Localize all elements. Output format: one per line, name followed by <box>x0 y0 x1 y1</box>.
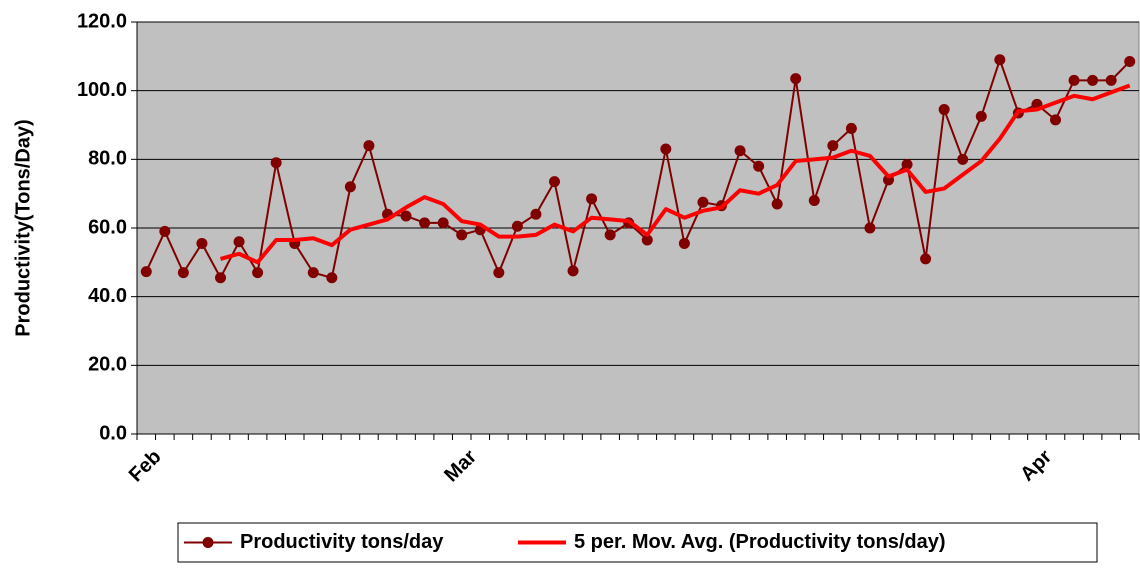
data-point <box>1105 74 1117 86</box>
data-point <box>196 237 208 249</box>
data-point <box>660 143 672 155</box>
data-point <box>1087 74 1099 86</box>
data-point <box>697 196 709 208</box>
data-point <box>493 267 505 279</box>
data-point <box>159 225 171 237</box>
data-point <box>252 267 264 279</box>
data-point <box>734 145 746 157</box>
data-line <box>145 58 1131 279</box>
data-point <box>456 229 468 241</box>
data-point <box>938 104 950 116</box>
y-tick-label: 100.0 <box>77 79 127 101</box>
moving-average-line <box>219 83 1131 265</box>
x-tick-label: Mar <box>440 446 481 487</box>
x-tick-label: Feb <box>125 446 166 487</box>
data-point <box>363 140 375 152</box>
data-point <box>920 253 932 265</box>
legend-label: 5 per. Mov. Avg. (Productivity tons/day) <box>574 531 946 553</box>
data-point <box>753 160 765 172</box>
data-point <box>549 176 560 188</box>
data-point <box>1050 114 1061 126</box>
data-point <box>790 73 802 85</box>
y-tick-label: 60.0 <box>88 216 127 238</box>
data-point <box>1068 74 1080 86</box>
data-point <box>901 158 913 170</box>
y-tick-label: 120.0 <box>77 10 127 32</box>
data-point <box>586 193 598 205</box>
data-point <box>437 217 449 229</box>
x-tick-label: Apr <box>1016 446 1056 486</box>
legend-box <box>177 522 1098 563</box>
y-axis-label: Productivity(Tons/Day) <box>12 119 34 336</box>
data-point <box>177 267 189 279</box>
data-point <box>845 122 857 134</box>
data-point <box>975 110 987 122</box>
data-point <box>419 217 431 229</box>
data-point <box>864 222 876 234</box>
legend-label: Productivity tons/day <box>240 531 444 553</box>
data-point <box>326 272 338 284</box>
data-point <box>994 54 1006 66</box>
data-point <box>215 272 226 284</box>
data-point <box>270 157 282 169</box>
data-point <box>1124 55 1136 67</box>
legend-marker <box>202 537 214 548</box>
data-point <box>140 266 152 278</box>
data-point <box>344 181 356 193</box>
data-point <box>604 229 616 241</box>
y-tick-label: 20.0 <box>88 354 127 376</box>
data-point <box>808 195 820 207</box>
data-point <box>307 267 319 279</box>
data-point <box>400 210 412 222</box>
data-point <box>827 140 839 152</box>
data-point <box>511 220 523 232</box>
data-point <box>530 208 542 220</box>
data-point <box>641 234 653 246</box>
data-point <box>771 198 783 210</box>
data-point <box>957 153 969 165</box>
data-point <box>567 265 579 277</box>
y-tick-label: 80.0 <box>88 148 127 170</box>
y-tick-label: 0.0 <box>99 422 127 444</box>
y-tick-label: 40.0 <box>88 285 127 307</box>
data-point <box>678 237 690 249</box>
data-point <box>233 236 245 248</box>
